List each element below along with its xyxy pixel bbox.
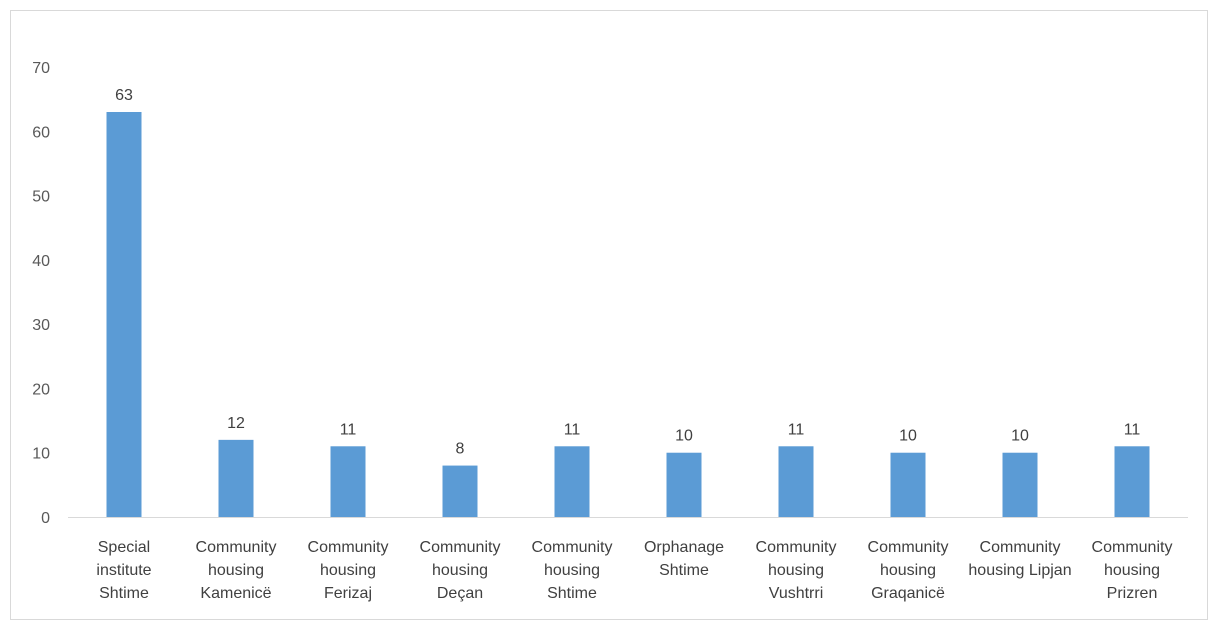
y-tick-label: 20 bbox=[32, 381, 50, 398]
data-label: 8 bbox=[456, 441, 465, 458]
category-label: Community housing Deçan bbox=[420, 539, 501, 602]
category-label: Community housing Kamenicë bbox=[196, 539, 277, 602]
y-tick-label: 10 bbox=[32, 446, 50, 463]
category-label: Orphanage Shtime bbox=[644, 539, 724, 579]
bar bbox=[1002, 452, 1038, 517]
y-tick-label: 0 bbox=[41, 510, 50, 527]
bar bbox=[890, 452, 926, 517]
data-label: 11 bbox=[1124, 421, 1141, 438]
bars bbox=[106, 112, 1150, 517]
bar bbox=[666, 452, 702, 517]
data-label: 10 bbox=[1011, 428, 1029, 445]
bar bbox=[218, 439, 254, 517]
category-labels: Special institute Shtime Community housing Ka… bbox=[96, 539, 1172, 602]
category-label: Community housing Lipjan bbox=[968, 539, 1071, 579]
y-tick-label: 30 bbox=[32, 317, 50, 334]
data-label: 63 bbox=[115, 87, 133, 104]
category-label: Community housing Vushtrri bbox=[756, 539, 837, 602]
y-tick-label: 70 bbox=[32, 60, 50, 77]
y-tick-label: 50 bbox=[32, 189, 50, 206]
y-tick-label: 60 bbox=[32, 124, 50, 141]
data-label: 11 bbox=[564, 421, 581, 438]
category-label: Community housing Graqanicë bbox=[868, 539, 949, 602]
data-label: 10 bbox=[675, 428, 693, 445]
y-tick-label: 40 bbox=[32, 253, 50, 270]
data-label: 10 bbox=[899, 428, 917, 445]
bar bbox=[442, 465, 478, 517]
category-label: Special institute Shtime bbox=[96, 539, 151, 602]
bar bbox=[554, 446, 590, 517]
category-label: Community housing Shtime bbox=[532, 539, 613, 602]
data-label: 11 bbox=[340, 421, 357, 438]
data-label: 11 bbox=[788, 421, 805, 438]
category-label: Community housing Prizren bbox=[1092, 539, 1173, 602]
bar bbox=[1114, 446, 1150, 517]
data-labels: 63 12 11 8 11 10 11 10 10 11 bbox=[115, 87, 1140, 458]
bar bbox=[778, 446, 814, 517]
y-axis-ticks: 0 10 20 30 40 50 60 70 bbox=[32, 60, 50, 527]
chart-frame bbox=[10, 10, 1208, 620]
category-label: Community housing Ferizaj bbox=[308, 539, 389, 602]
bar bbox=[106, 112, 142, 517]
bar bbox=[330, 446, 366, 517]
data-label: 12 bbox=[227, 415, 245, 432]
